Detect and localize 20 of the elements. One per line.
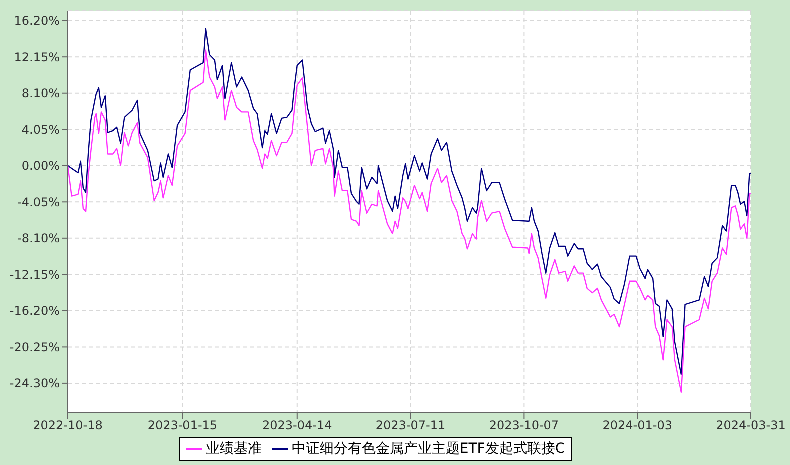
y-tick-label: 12.15% [14, 50, 60, 64]
y-tick-label: -20.25% [10, 340, 60, 354]
y-tick-label: -4.05% [18, 195, 60, 210]
y-tick-label: 8.10% [22, 86, 60, 101]
x-tick-label: 2023-07-11 [376, 418, 446, 433]
x-tick-label: 2024-01-03 [602, 418, 672, 433]
x-tick-label: 2023-04-14 [262, 418, 332, 433]
y-tick-label: 16.20% [14, 14, 60, 28]
y-tick-label: -8.10% [18, 232, 60, 246]
legend-label: 业绩基准 [206, 440, 262, 458]
y-tick-label: -24.30% [10, 376, 60, 391]
x-tick-label: 2023-01-15 [148, 418, 218, 433]
x-tick-label: 2022-10-18 [33, 418, 103, 433]
y-tick-label: 0.00% [22, 159, 60, 174]
x-tick-label: 2023-10-07 [489, 418, 560, 433]
y-tick-label: 4.05% [22, 122, 60, 137]
y-tick-label: -12.15% [10, 268, 60, 282]
x-tick-label: 2024-03-31 [716, 418, 786, 433]
legend-label: 中证细分有色金属产业主题ETF发起式联接C [292, 440, 566, 458]
y-tick-label: -16.20% [10, 304, 60, 318]
